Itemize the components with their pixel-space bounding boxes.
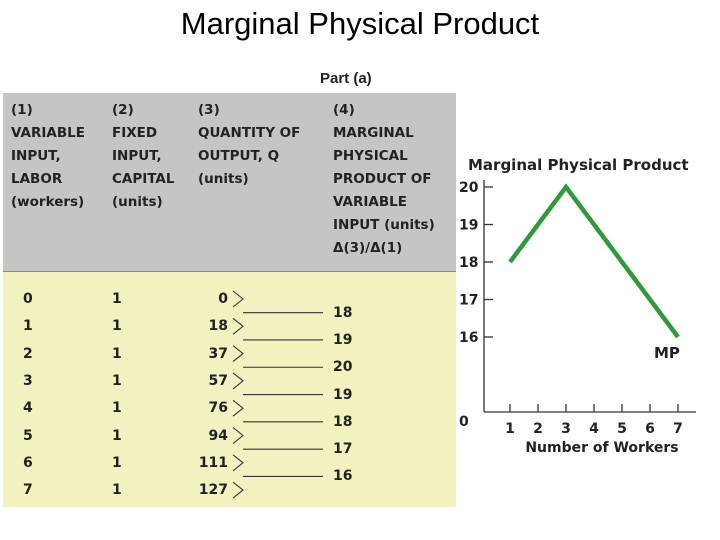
difference-connectors [232, 290, 323, 499]
marginal-cell: 16 [333, 468, 353, 485]
column-header-line: PRODUCT OF [333, 171, 432, 187]
y-tick-label: 20 [459, 180, 479, 196]
chart-title: Marginal Physical Product [468, 156, 689, 174]
output-cell: 37 [208, 345, 228, 362]
column-header-line: (units) [198, 171, 249, 187]
capital-cell: 1 [112, 454, 122, 471]
capital-cell: 1 [112, 345, 122, 362]
table-body-background [3, 271, 456, 507]
bracket-mark [232, 317, 244, 335]
column-header-3: (3) QUANTITY OF OUTPUT, Q (units) [198, 99, 300, 191]
header-divider [3, 271, 456, 272]
data-table: (1) VARIABLE INPUT, LABOR (workers) (2) FIXED I… [3, 93, 456, 507]
table-header-background [3, 93, 456, 271]
column-header-line: QUANTITY OF [198, 125, 301, 141]
part-label: Part (a) [320, 70, 372, 87]
x-tick-label: 1 [505, 421, 515, 437]
column-header-line: PHYSICAL [333, 148, 408, 164]
column-header-2: (2) FIXED INPUT, CAPITAL (units) [112, 99, 174, 214]
column-header-line: (4) [333, 102, 355, 118]
column-header-line: LABOR [11, 171, 63, 187]
column-header-line: Δ(3)/Δ(1) [333, 240, 403, 256]
capital-cell: 1 [112, 482, 122, 499]
x-tick-label: 6 [645, 421, 655, 437]
column-header-line: (workers) [11, 194, 85, 210]
x-tick-label: 4 [589, 421, 599, 437]
output-cell: 18 [208, 318, 228, 335]
column-header-line: (3) [198, 102, 220, 118]
bracket-mark [232, 345, 244, 363]
bracket-mark [232, 427, 244, 444]
output-cell: 76 [208, 400, 228, 417]
column-header-line: VARIABLE [11, 125, 85, 141]
column-header-line: OUTPUT, Q [198, 148, 280, 164]
marginal-cell: 20 [333, 359, 353, 376]
marginal-cell: 18 [333, 304, 353, 321]
labor-cell: 1 [23, 318, 33, 335]
column-header-line: (1) [11, 102, 33, 118]
labor-cell: 6 [23, 454, 33, 471]
column-header-line: INPUT, [11, 148, 61, 164]
column-header-line: (units) [112, 194, 163, 210]
slide-title: Marginal Physical Product [180, 6, 540, 41]
capital-cell: 1 [112, 427, 122, 444]
output-cell: 127 [198, 482, 228, 499]
capital-cell: 1 [112, 400, 122, 417]
x-tick-label: 7 [673, 421, 683, 437]
y-tick-label: 18 [459, 255, 478, 271]
labor-cell: 7 [23, 482, 33, 499]
marginal-cell: 18 [333, 413, 353, 430]
mp-series-line [508, 183, 680, 339]
capital-cell: 1 [112, 372, 122, 389]
bracket-mark [232, 372, 244, 390]
capital-cell: 1 [112, 291, 122, 307]
origin-label: 0 [459, 414, 469, 430]
marginal-cell: 19 [333, 331, 353, 348]
column-header-line: (2) [112, 102, 134, 118]
x-tick-label: 3 [561, 421, 571, 437]
column-header-4: (4) MARGINAL PHYSICAL PRODUCT OF VARIABLE INP… [333, 99, 435, 260]
labor-cell: 0 [23, 291, 33, 307]
labor-cell: 4 [23, 400, 33, 417]
labor-cell: 2 [23, 345, 33, 362]
labor-cell: 3 [23, 372, 33, 389]
y-tick-label: 17 [459, 293, 478, 309]
y-tick-label: 16 [459, 330, 478, 346]
x-axis-label: Number of Workers [525, 440, 678, 456]
column-header-line: MARGINAL [333, 125, 414, 141]
output-cell: 111 [198, 454, 228, 471]
bracket-mark [232, 481, 244, 499]
column-header-line: INPUT, [112, 148, 162, 164]
x-tick-label: 2 [533, 421, 543, 437]
x-tick-label: 5 [617, 421, 627, 437]
column-header-1: (1) VARIABLE INPUT, LABOR (workers) [11, 99, 85, 214]
bracket-mark [232, 290, 244, 308]
output-cell: 0 [218, 291, 228, 307]
y-tick-label: 19 [459, 218, 478, 234]
column-header-line: FIXED [112, 125, 158, 141]
column-header-line: CAPITAL [112, 171, 175, 187]
marginal-cell: 17 [333, 441, 353, 458]
series-label-mp: MP [654, 344, 680, 362]
labor-cell: 5 [23, 427, 33, 444]
marginal-cell: 19 [333, 386, 353, 403]
bracket-mark [232, 399, 244, 417]
capital-cell: 1 [112, 318, 122, 335]
column-header-line: VARIABLE [333, 194, 407, 210]
output-cell: 57 [208, 372, 228, 389]
column-header-line: INPUT (units) [333, 217, 435, 233]
output-cell: 94 [208, 427, 228, 444]
bracket-mark [232, 454, 244, 472]
